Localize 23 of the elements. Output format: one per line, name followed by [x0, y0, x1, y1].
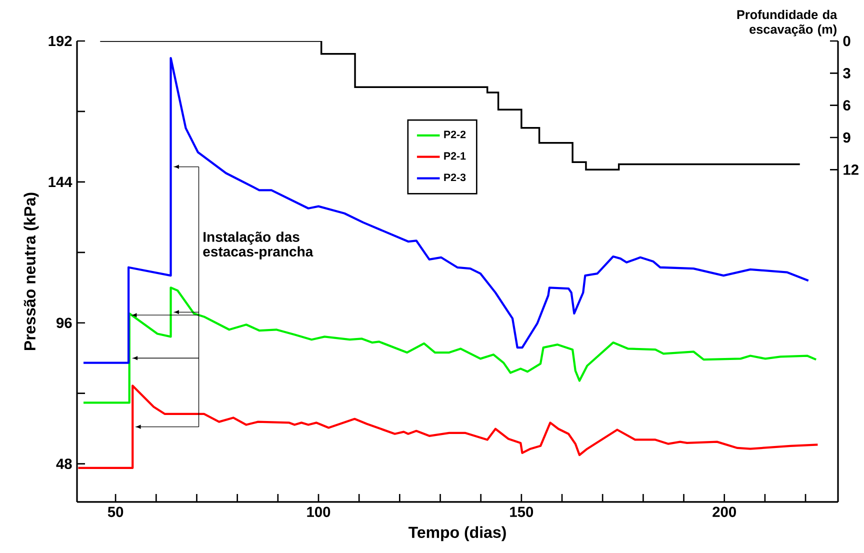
x-tick-label: 100 [307, 506, 330, 518]
x-tick-label: 150 [510, 506, 534, 518]
y2-tick-label: 3 [843, 68, 850, 78]
y-tick-label: 144 [48, 176, 72, 187]
y2-axis-title: Profundidade da escavação (m) [737, 10, 838, 36]
y2-tick-label: 9 [843, 132, 850, 143]
legend-label: P2-3 [444, 174, 466, 182]
y2-tick-label: 6 [843, 100, 850, 111]
legend-label: P2-2 [444, 130, 466, 138]
x-axis-title: Tempo (dias) [408, 526, 506, 542]
line-series [82, 286, 818, 404]
y-tick-label: 192 [48, 36, 72, 46]
x-tick-label: 200 [712, 506, 736, 518]
x-tick-label: 50 [108, 506, 124, 518]
legend-label: P2-1 [444, 152, 466, 160]
line-series [77, 384, 819, 469]
line-series [82, 56, 810, 364]
y-tick-label: 96 [56, 318, 72, 328]
y2-tick-label: 12 [844, 164, 858, 175]
y2-tick-label: 0 [843, 36, 850, 46]
y-tick-label: 48 [56, 458, 72, 470]
y-axis-title: Pressão neutra (kPa) [24, 192, 39, 350]
annotation: Instalação das estacas-prancha [203, 232, 314, 260]
